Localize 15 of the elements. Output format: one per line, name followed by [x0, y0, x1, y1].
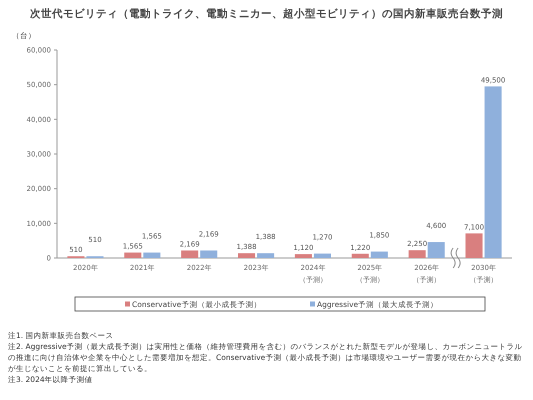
bar: [294, 254, 312, 258]
bar: [466, 233, 483, 258]
bar: [181, 250, 198, 258]
bar: [428, 242, 445, 258]
bar: [200, 250, 218, 258]
bar: [257, 253, 274, 258]
bar: [352, 254, 369, 258]
bar: [484, 86, 502, 258]
bar: [124, 252, 142, 258]
bar: [143, 252, 160, 258]
bar: [408, 250, 426, 258]
chart-title: 次世代モビリティ（電動トライク、電動ミニカー、超小型モビリティ）の国内新車販売台数予測: [29, 7, 504, 21]
bar: [238, 253, 256, 258]
bar: [370, 252, 388, 258]
bar: [314, 254, 331, 258]
